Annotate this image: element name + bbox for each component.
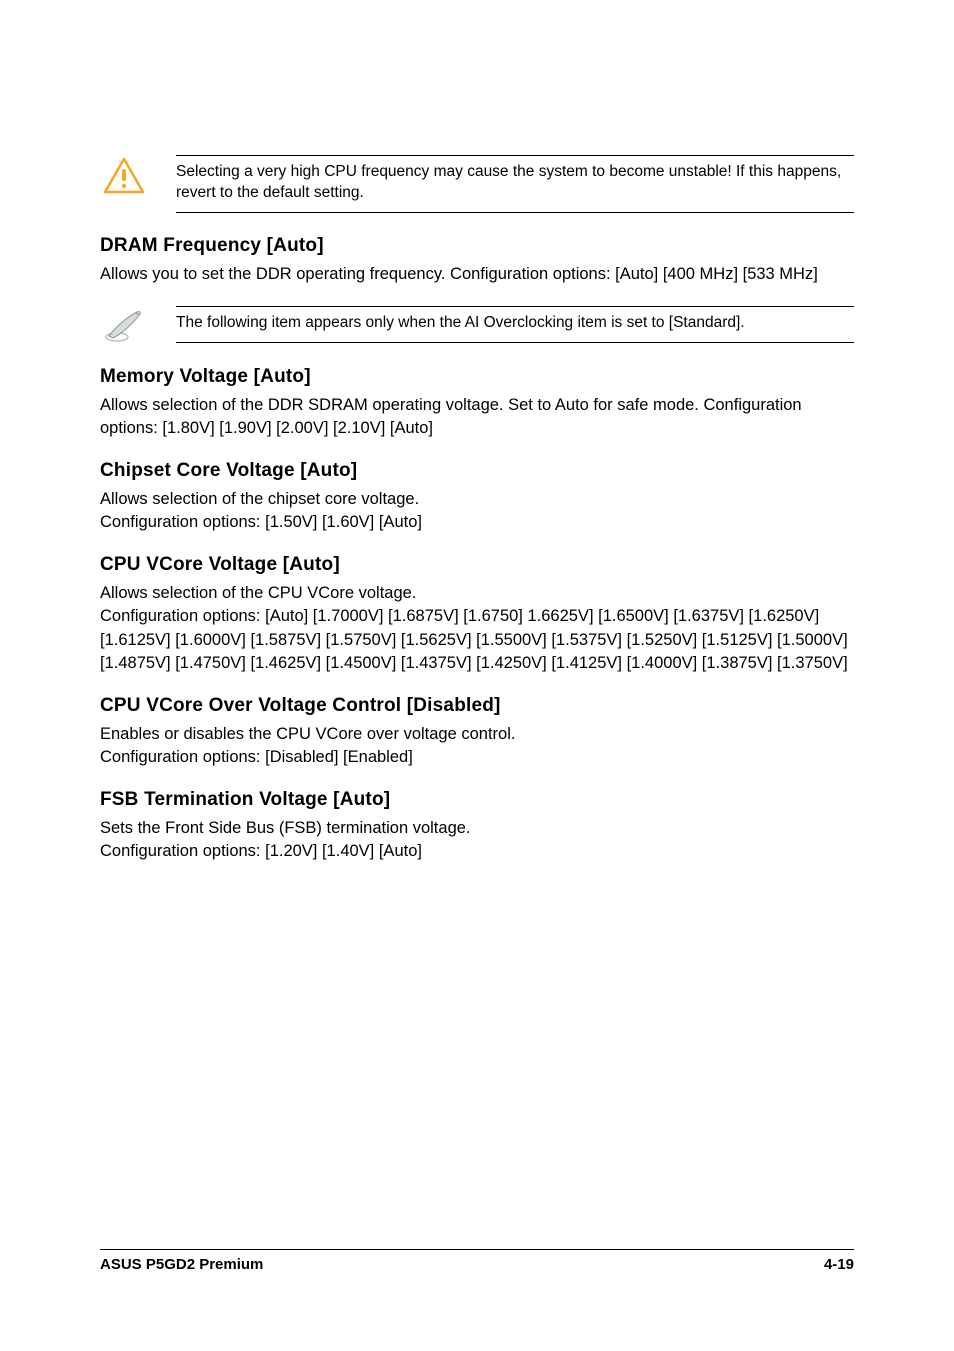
body-cpu-vcore: Allows selection of the CPU VCore voltag… (100, 582, 854, 674)
heading-fsb: FSB Termination Voltage [Auto] (100, 789, 854, 811)
section-dram: DRAM Frequency [Auto] Allows you to set … (100, 235, 854, 286)
heading-chipset-core: Chipset Core Voltage [Auto] (100, 460, 854, 482)
body-fsb: Sets the Front Side Bus (FSB) terminatio… (100, 817, 854, 863)
footer-right: 4-19 (824, 1256, 854, 1273)
footer-left: ASUS P5GD2 Premium (100, 1256, 263, 1273)
warning-icon (100, 155, 148, 195)
section-fsb: FSB Termination Voltage [Auto] Sets the … (100, 789, 854, 863)
heading-dram: DRAM Frequency [Auto] (100, 235, 854, 257)
warning-callout: Selecting a very high CPU frequency may … (100, 155, 854, 213)
note-icon (100, 306, 148, 344)
body-cpu-vcore-over: Enables or disables the CPU VCore over v… (100, 723, 854, 769)
note-callout: The following item appears only when the… (100, 306, 854, 344)
heading-cpu-vcore-over: CPU VCore Over Voltage Control [Disabled… (100, 695, 854, 717)
body-dram: Allows you to set the DDR operating freq… (100, 263, 854, 286)
heading-cpu-vcore: CPU VCore Voltage [Auto] (100, 554, 854, 576)
body-memory-voltage: Allows selection of the DDR SDRAM operat… (100, 394, 854, 440)
section-cpu-vcore-over: CPU VCore Over Voltage Control [Disabled… (100, 695, 854, 769)
warning-text: Selecting a very high CPU frequency may … (176, 155, 854, 213)
heading-memory-voltage: Memory Voltage [Auto] (100, 366, 854, 388)
section-cpu-vcore: CPU VCore Voltage [Auto] Allows selectio… (100, 554, 854, 674)
section-memory-voltage: Memory Voltage [Auto] Allows selection o… (100, 366, 854, 440)
body-chipset-core: Allows selection of the chipset core vol… (100, 488, 854, 534)
note-text: The following item appears only when the… (176, 306, 854, 343)
page-footer: ASUS P5GD2 Premium 4-19 (100, 1249, 854, 1273)
section-chipset-core: Chipset Core Voltage [Auto] Allows selec… (100, 460, 854, 534)
